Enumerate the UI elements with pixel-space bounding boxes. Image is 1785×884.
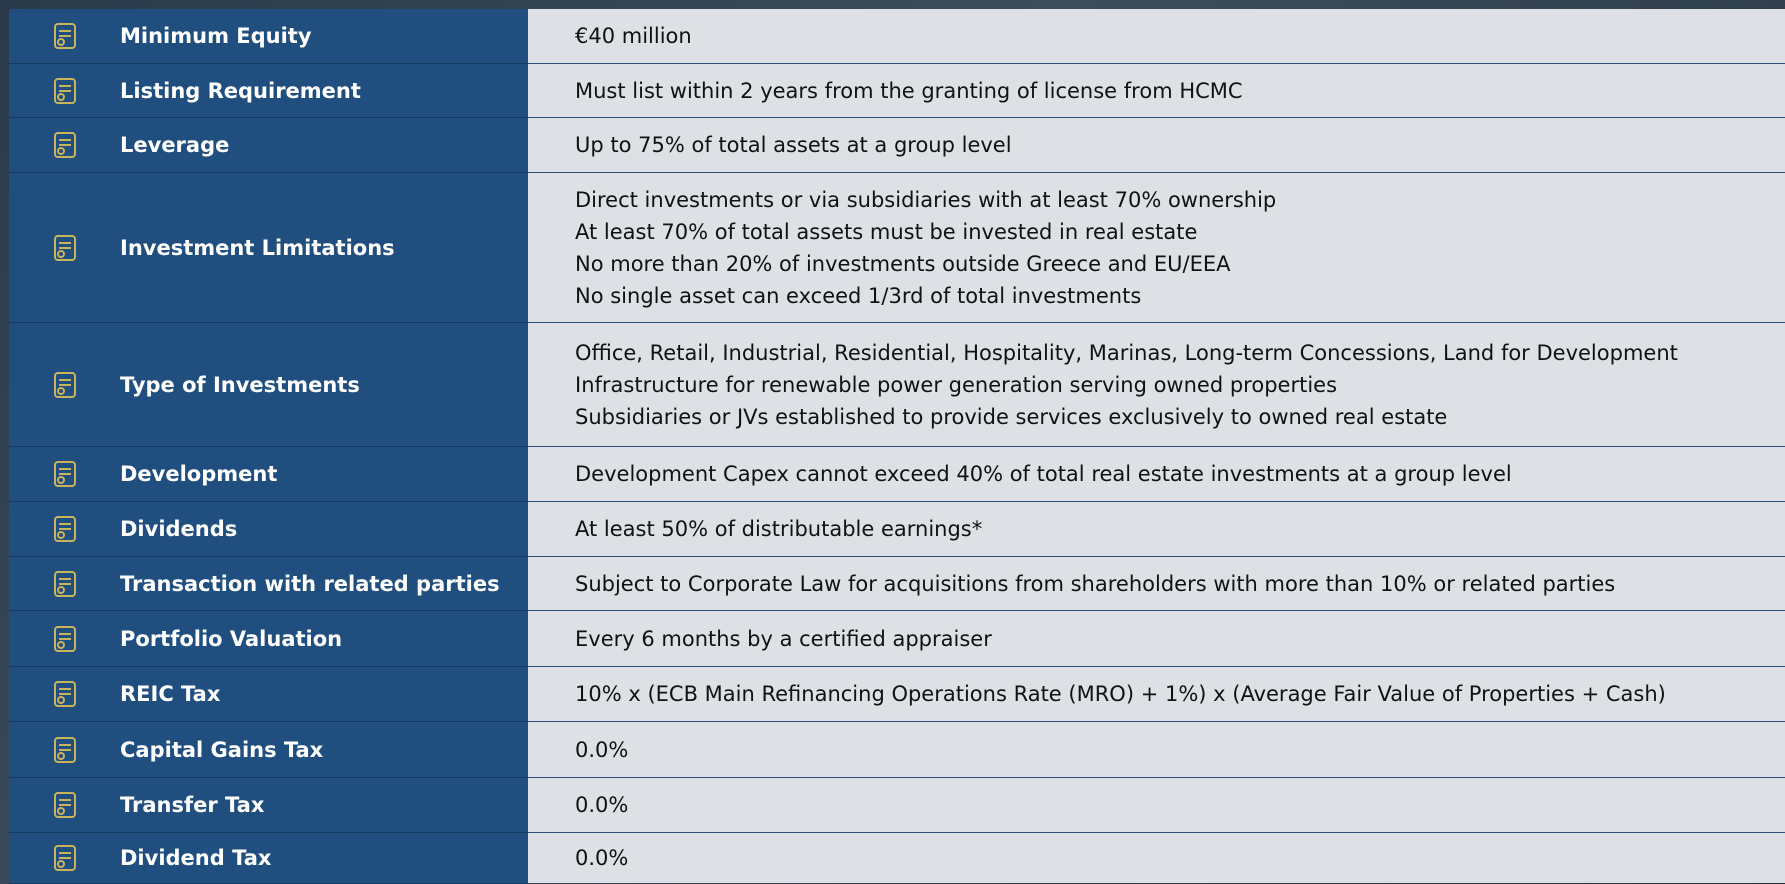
icon — [53, 461, 76, 487]
row-header: Dividends — [9, 502, 528, 557]
table-row: Portfolio Valuation Every 6 months by a c… — [9, 611, 1785, 667]
value-line: 0.0% — [575, 846, 629, 870]
value-line: 0.0% — [575, 793, 629, 817]
value-line: Subject to Corporate Law for acquisition… — [575, 571, 1616, 596]
row-icon — [9, 73, 120, 109]
table-row: Development Development Capex cannot exce… — [9, 447, 1785, 502]
row-icon — [9, 230, 120, 266]
row-value: Every 6 months by a certified appraiser — [528, 611, 1785, 666]
row-label: Transaction with related parties — [120, 571, 500, 596]
table-row: Minimum Equity €40 million — [9, 9, 1785, 64]
value-line: Every 6 months by a certified appraiser — [575, 626, 992, 651]
row-header: Transaction with related parties — [9, 557, 528, 611]
table-row: Type of Investments Office, Retail, Indus… — [9, 323, 1785, 447]
row-label: Listing Requirement — [120, 78, 361, 103]
row-icon — [9, 787, 120, 823]
icon — [53, 77, 76, 104]
value-line: Development Capex cannot exceed 40% of t… — [575, 462, 1512, 486]
row-header: Capital Gains Tax — [9, 722, 528, 778]
row-label: Minimum Equity — [120, 24, 312, 48]
row-header: Transfer Tax — [9, 778, 528, 833]
table-row: Dividends At least 50% of distributable e… — [9, 502, 1785, 557]
table-row: Transfer Tax 0.0% — [9, 778, 1785, 833]
value-line: Office, Retail, Industrial, Residential,… — [575, 340, 1678, 365]
icon — [53, 736, 76, 763]
row-value: 10% x (ECB Main Refinancing Operations R… — [528, 667, 1785, 721]
table-row: Listing Requirement Must list within 2 ye… — [9, 64, 1785, 118]
row-header: Dividend Tax — [9, 833, 528, 884]
row-value: 0.0% — [528, 833, 1785, 883]
row-icon — [9, 621, 120, 657]
value-line: Subsidiaries or JVs established to provi… — [575, 404, 1448, 429]
icon — [53, 132, 76, 158]
requirements-table: Minimum Equity €40 million Listing Require… — [9, 9, 1785, 884]
table-row: Transaction with related parties Subject … — [9, 557, 1785, 611]
icon — [53, 845, 76, 871]
row-header: Development — [9, 447, 528, 502]
table-row: REIC Tax 10% x (ECB Main Refinancing Oper… — [9, 667, 1785, 722]
row-icon — [9, 18, 120, 54]
value-line: No single asset can exceed 1/3rd of tota… — [575, 283, 1142, 308]
table-row: Capital Gains Tax 0.0% — [9, 722, 1785, 778]
row-value: Direct investments or via subsidiaries w… — [528, 173, 1785, 322]
table-row: Leverage Up to 75% of total assets at a g… — [9, 118, 1785, 173]
table-row: Investment Limitations Direct investments… — [9, 173, 1785, 323]
row-icon — [9, 732, 120, 768]
row-icon — [9, 676, 120, 712]
icon — [53, 371, 76, 398]
row-value: At least 50% of distributable earnings* — [528, 502, 1785, 556]
row-icon — [9, 456, 120, 492]
value-line: Infrastructure for renewable power gener… — [575, 372, 1338, 397]
value-line: 10% x (ECB Main Refinancing Operations R… — [575, 682, 1666, 706]
row-icon — [9, 367, 120, 403]
table-row: Dividend Tax 0.0% — [9, 833, 1785, 884]
row-label: Dividends — [120, 517, 238, 541]
icon — [53, 234, 76, 261]
value-line: €40 million — [575, 24, 692, 48]
row-header: Portfolio Valuation — [9, 611, 528, 667]
row-value: Development Capex cannot exceed 40% of t… — [528, 447, 1785, 501]
row-header: Minimum Equity — [9, 9, 528, 64]
value-line: 0.0% — [575, 737, 629, 762]
row-label: Capital Gains Tax — [120, 737, 324, 762]
icon — [53, 625, 76, 652]
row-label: Leverage — [120, 133, 230, 157]
value-line: Must list within 2 years from the granti… — [575, 78, 1243, 103]
value-line: At least 70% of total assets must be inv… — [575, 219, 1198, 244]
icon — [53, 570, 76, 597]
row-icon — [9, 511, 120, 547]
row-header: REIC Tax — [9, 667, 528, 722]
value-line: Direct investments or via subsidiaries w… — [575, 187, 1277, 212]
row-header: Type of Investments — [9, 323, 528, 447]
row-label: Portfolio Valuation — [120, 626, 343, 651]
row-value: €40 million — [528, 9, 1785, 63]
value-line: Up to 75% of total assets at a group lev… — [575, 133, 1012, 157]
icon — [53, 681, 76, 707]
row-icon — [9, 566, 120, 602]
row-label: Development — [120, 462, 278, 486]
row-label: Transfer Tax — [120, 793, 265, 817]
row-header: Listing Requirement — [9, 64, 528, 118]
row-icon — [9, 840, 120, 876]
row-value: Must list within 2 years from the granti… — [528, 64, 1785, 117]
row-value: 0.0% — [528, 778, 1785, 832]
row-label: Type of Investments — [120, 372, 360, 397]
row-header: Investment Limitations — [9, 173, 528, 323]
row-header: Leverage — [9, 118, 528, 173]
row-label: REIC Tax — [120, 682, 221, 706]
value-line: At least 50% of distributable earnings* — [575, 517, 983, 541]
row-icon — [9, 127, 120, 163]
row-value: Office, Retail, Industrial, Residential,… — [528, 323, 1785, 446]
row-label: Investment Limitations — [120, 235, 395, 260]
icon — [53, 516, 76, 542]
row-label: Dividend Tax — [120, 846, 272, 870]
row-value: 0.0% — [528, 722, 1785, 777]
row-value: Subject to Corporate Law for acquisition… — [528, 557, 1785, 610]
row-value: Up to 75% of total assets at a group lev… — [528, 118, 1785, 172]
icon — [53, 23, 76, 49]
icon — [53, 792, 76, 818]
value-line: No more than 20% of investments outside … — [575, 251, 1231, 276]
